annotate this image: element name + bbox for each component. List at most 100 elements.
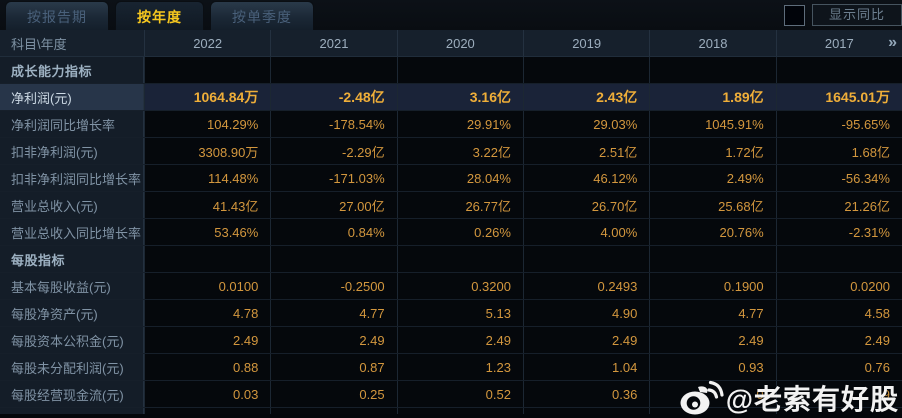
- tab-annual[interactable]: 按年度: [115, 1, 204, 30]
- table-row[interactable]: 扣非净利润(元) 3308.90万 -2.29亿 3.22亿 2.51亿 1.7…: [0, 138, 902, 165]
- tab-single-quarter[interactable]: 按单季度: [210, 1, 314, 30]
- cell-value: 2.51亿: [522, 138, 649, 164]
- cell-value: 2.43亿: [522, 84, 649, 110]
- cell-value: 0.0200: [775, 273, 902, 299]
- cell-value: 1.68亿: [775, 138, 902, 164]
- cell-value: 4.77: [649, 300, 775, 326]
- cell-value: 2.49: [144, 327, 270, 353]
- cell-value: -0.2500: [270, 273, 396, 299]
- row-label: 营业总收入(元): [0, 192, 144, 218]
- cell-value: [396, 57, 523, 83]
- cell-value: 0: [649, 381, 775, 407]
- cell-value: 4.78: [144, 300, 270, 326]
- cell-value: -178.54%: [270, 111, 396, 137]
- table-row[interactable]: 每股经营现金流(元) 0.03 0.25 0.52 0.36 0 9: [0, 381, 902, 408]
- cell-value: 3.16亿: [396, 84, 523, 110]
- cell-value: 2.49: [396, 327, 523, 353]
- cell-value: 26.77亿: [396, 192, 523, 218]
- header-corner-label: 科目\年度: [11, 36, 67, 52]
- cell-value: 1645.01万: [775, 84, 902, 110]
- cell-value: 9: [775, 381, 902, 407]
- table-row[interactable]: 每股净资产(元) 4.78 4.77 5.13 4.90 4.77 4.58: [0, 300, 902, 327]
- financial-table: 科目\年度 2022 2021 2020 2019 2018 2017 » 成长…: [0, 30, 902, 414]
- cell-value: 1.04: [522, 354, 649, 380]
- cell-value: -171.03%: [270, 165, 396, 191]
- cell-value: 25.68亿: [649, 192, 775, 218]
- cell-value: [270, 57, 396, 83]
- cell-value: -2.48亿: [270, 84, 396, 110]
- cell-value: 1045.91%: [649, 111, 775, 137]
- tab-report-period[interactable]: 按报告期: [5, 1, 109, 30]
- cell-value: 21.26亿: [775, 192, 902, 218]
- cell-value: 2.49: [649, 327, 775, 353]
- row-label: 成长能力指标: [0, 57, 144, 83]
- cell-value: 53.46%: [144, 219, 270, 245]
- cell-value: 104.29%: [144, 111, 270, 137]
- cell-value: [270, 246, 396, 272]
- table-header: 科目\年度 2022 2021 2020 2019 2018 2017 »: [0, 30, 902, 57]
- cell-value: 0.76: [775, 354, 902, 380]
- cell-value: [522, 246, 649, 272]
- cell-value: -2.29亿: [270, 138, 396, 164]
- cell-value: 27.00亿: [270, 192, 396, 218]
- row-label: 每股指标: [0, 246, 144, 272]
- row-label: 每股净资产(元): [0, 300, 144, 326]
- table-row[interactable]: 营业总收入(元) 41.43亿 27.00亿 26.77亿 26.70亿 25.…: [0, 192, 902, 219]
- table-row[interactable]: 成长能力指标: [0, 57, 902, 84]
- header-year: 2022: [144, 30, 270, 56]
- table-row[interactable]: 净利润(元) 1064.84万 -2.48亿 3.16亿 2.43亿 1.89亿…: [0, 84, 902, 111]
- cell-value: 29.91%: [396, 111, 523, 137]
- table-row[interactable]: 每股未分配利润(元) 0.88 0.87 1.23 1.04 0.93 0.76: [0, 354, 902, 381]
- cell-value: 0.36: [522, 381, 649, 407]
- header-year: 2021: [270, 30, 396, 56]
- table-body: 成长能力指标 净利润(元) 1064.84万 -2.48亿 3.16亿 2.43…: [0, 57, 902, 408]
- cell-value: 4.90: [522, 300, 649, 326]
- row-label: 营业总收入同比增长率: [0, 219, 144, 245]
- cell-value: [144, 246, 270, 272]
- table-row[interactable]: 营业总收入同比增长率 53.46% 0.84% 0.26% 4.00% 20.7…: [0, 219, 902, 246]
- period-tabbar: 按报告期 按年度 按单季度 显示同比: [0, 0, 902, 30]
- table-row[interactable]: 每股资本公积金(元) 2.49 2.49 2.49 2.49 2.49 2.49: [0, 327, 902, 354]
- more-years-chevron-icon[interactable]: »: [888, 34, 897, 51]
- table-row[interactable]: 基本每股收益(元) 0.0100 -0.2500 0.3200 0.2493 0…: [0, 273, 902, 300]
- cell-value: 0.0100: [144, 273, 270, 299]
- cell-value: 3.22亿: [396, 138, 523, 164]
- cell-value: 0.93: [649, 354, 775, 380]
- cell-value: [775, 57, 902, 83]
- cell-value: 46.12%: [522, 165, 649, 191]
- row-label: 扣非净利润(元): [0, 138, 144, 164]
- cell-value: 1.23: [396, 354, 523, 380]
- header-year: 2019: [522, 30, 649, 56]
- table-row[interactable]: 扣非净利润同比增长率 114.48% -171.03% 28.04% 46.12…: [0, 165, 902, 192]
- show-yoy-checkbox[interactable]: [784, 4, 805, 26]
- cell-value: 41.43亿: [144, 192, 270, 218]
- cell-value: 4.00%: [522, 219, 649, 245]
- cell-value: 1.72亿: [649, 138, 775, 164]
- cell-value: 0.25: [270, 381, 396, 407]
- cell-value: 4.58: [775, 300, 902, 326]
- header-year: 2020: [396, 30, 523, 56]
- cell-value: -2.31%: [775, 219, 902, 245]
- cell-value: 2.49: [522, 327, 649, 353]
- cell-value: 26.70亿: [522, 192, 649, 218]
- cell-value: [522, 57, 649, 83]
- cell-value: 2.49%: [649, 165, 775, 191]
- cell-value: [775, 246, 902, 272]
- cell-value: [144, 57, 270, 83]
- cell-value: 0.1900: [649, 273, 775, 299]
- cell-value: 1.89亿: [649, 84, 775, 110]
- table-row[interactable]: 净利润同比增长率 104.29% -178.54% 29.91% 29.03% …: [0, 111, 902, 138]
- cell-value: 0.87: [270, 354, 396, 380]
- header-year: 2018: [649, 30, 775, 56]
- row-label: 每股经营现金流(元): [0, 381, 144, 407]
- show-yoy-label[interactable]: 显示同比: [812, 4, 902, 26]
- table-row[interactable]: 每股指标: [0, 246, 902, 273]
- cell-value: 5.13: [396, 300, 523, 326]
- row-label: 扣非净利润同比增长率: [0, 165, 144, 191]
- row-label: 每股资本公积金(元): [0, 327, 144, 353]
- cell-value: 0.2493: [522, 273, 649, 299]
- cell-value: 0.88: [144, 354, 270, 380]
- cell-value: 20.76%: [649, 219, 775, 245]
- row-label: 净利润(元): [0, 84, 144, 110]
